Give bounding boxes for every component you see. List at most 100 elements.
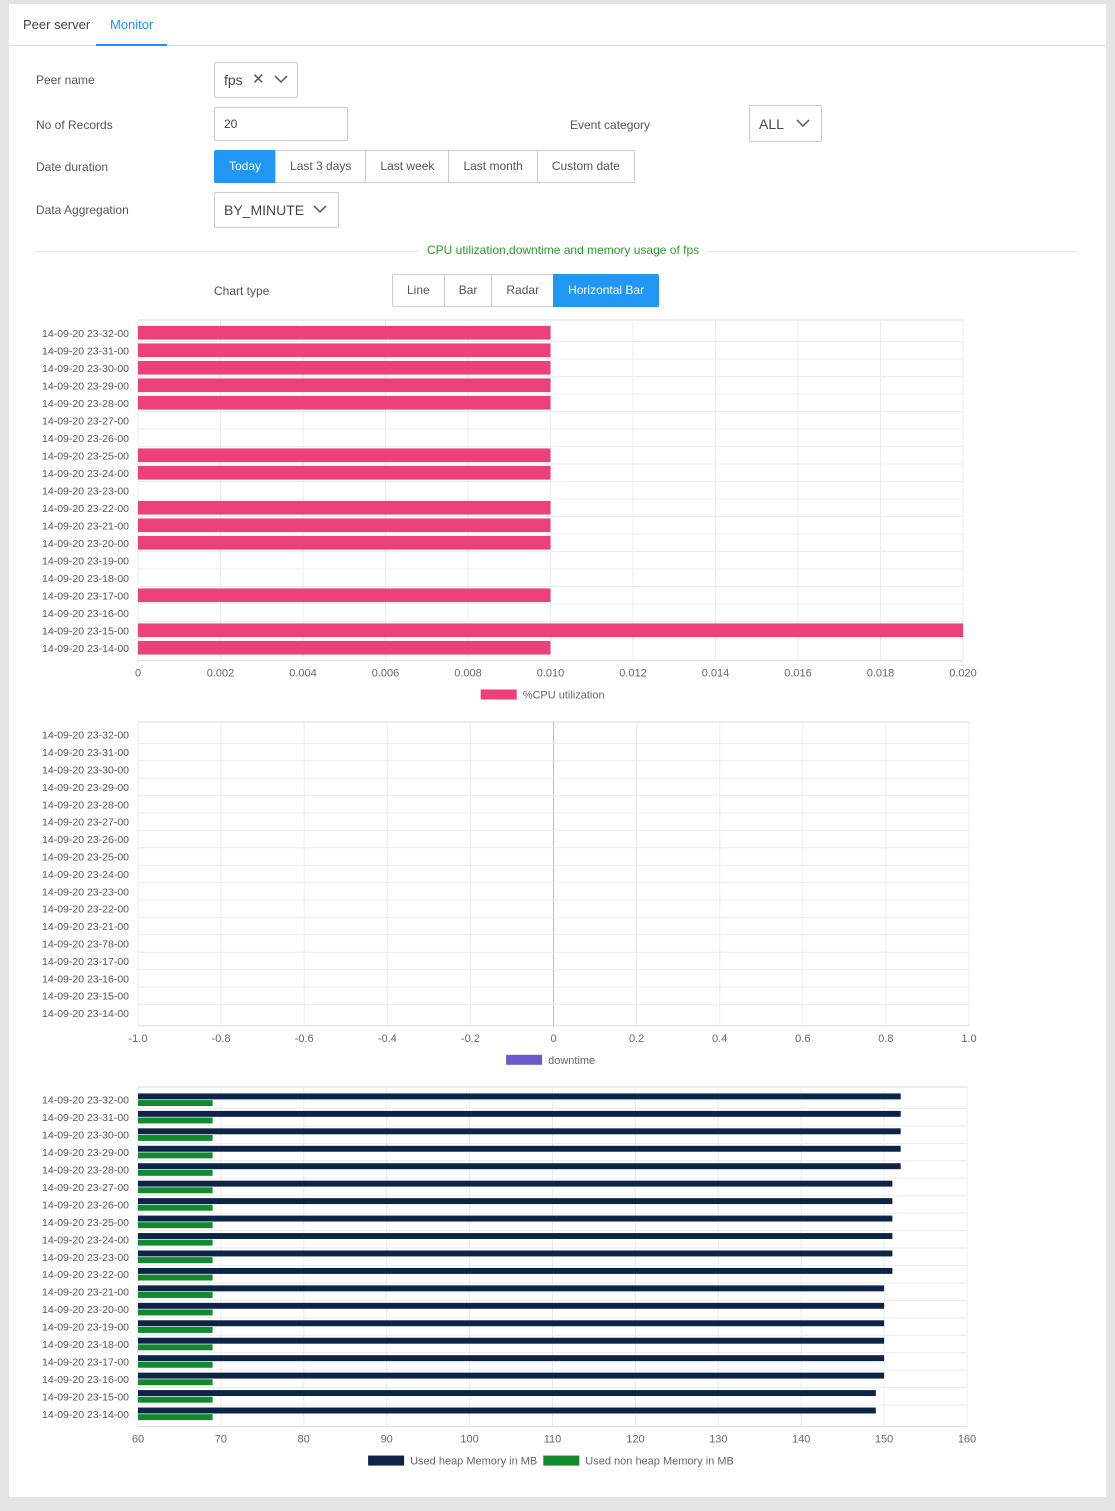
date-duration-label: Date duration <box>36 160 109 174</box>
y-tick-label: 14-09-20 23-31-00 <box>42 345 129 357</box>
x-tick-label: 0.018 <box>867 668 895 680</box>
section-title: CPU utilization,downtime and memory usag… <box>419 243 708 257</box>
chart-type-radar[interactable]: Radar <box>491 274 555 307</box>
y-tick-label: 14-09-20 23-22-00 <box>42 904 129 916</box>
y-tick-label: 14-09-20 23-28-00 <box>42 1165 129 1177</box>
y-tick-label: 14-09-20 23-78-00 <box>42 939 129 951</box>
x-tick-label: 0.014 <box>702 668 730 680</box>
chart-type-line[interactable]: Line <box>392 274 445 307</box>
bar <box>138 378 551 393</box>
y-tick-label: 14-09-20 23-26-00 <box>42 1199 129 1211</box>
y-tick-label: 14-09-20 23-19-00 <box>42 555 129 567</box>
x-tick-label: -0.6 <box>295 1033 314 1045</box>
date-option-today[interactable]: Today <box>214 150 277 183</box>
y-tick-label: 14-09-20 23-23-00 <box>42 1252 129 1264</box>
y-tick-label: 14-09-20 23-17-00 <box>42 590 129 602</box>
y-tick-label: 14-09-20 23-16-00 <box>42 973 129 985</box>
aggregation-select[interactable]: BY_MINUTE <box>214 192 339 228</box>
bar <box>138 1361 213 1368</box>
tab-peer-server[interactable]: Peer server <box>23 17 91 32</box>
records-input[interactable]: 20 <box>214 107 348 141</box>
date-option-last-month[interactable]: Last month <box>448 150 538 183</box>
y-tick-label: 14-09-20 23-17-00 <box>42 1356 129 1368</box>
chart-type-group: Line Bar Radar Horizontal Bar <box>392 274 660 307</box>
bar <box>138 1326 213 1333</box>
y-tick-label: 14-09-20 23-29-00 <box>42 380 129 392</box>
y-tick-label: 14-09-20 23-30-00 <box>42 765 129 777</box>
y-tick-label: 14-09-20 23-24-00 <box>42 869 129 881</box>
y-tick-label: 14-09-20 23-23-00 <box>42 886 129 898</box>
bar <box>138 1128 901 1135</box>
y-tick-label: 14-09-20 23-19-00 <box>42 1322 129 1334</box>
bar <box>138 1379 213 1386</box>
bar <box>138 360 551 375</box>
date-duration-group: Today Last 3 days Last week Last month C… <box>214 150 635 183</box>
legend-label: %CPU utilization <box>523 690 605 702</box>
bar <box>138 1257 213 1264</box>
y-tick-label: 14-09-20 23-31-00 <box>42 1112 129 1124</box>
bar <box>138 1285 885 1292</box>
bar <box>138 1204 213 1211</box>
y-tick-label: 14-09-20 23-32-00 <box>42 730 129 742</box>
y-tick-label: 14-09-20 23-24-00 <box>42 468 129 480</box>
peer-name-label: Peer name <box>36 73 95 87</box>
x-tick-label: 0.6 <box>795 1033 810 1045</box>
y-tick-label: 14-09-20 23-22-00 <box>42 1269 129 1281</box>
x-tick-label: 0.006 <box>372 668 400 680</box>
y-tick-label: 14-09-20 23-28-00 <box>42 799 129 811</box>
monitor-panel: Peer server Monitor Peer name fps ✕ No o… <box>9 4 1106 1497</box>
y-tick-label: 14-09-20 23-32-00 <box>42 1095 129 1107</box>
event-category-label: Event category <box>570 118 651 132</box>
y-tick-label: 14-09-20 23-25-00 <box>42 1217 129 1229</box>
bar <box>138 1355 885 1362</box>
y-tick-label: 14-09-20 23-31-00 <box>42 747 129 759</box>
chevron-down-icon[interactable] <box>274 63 288 110</box>
x-tick-label: 60 <box>132 1434 144 1446</box>
peer-name-select[interactable]: fps ✕ <box>214 62 298 98</box>
x-tick-label: 80 <box>298 1434 310 1446</box>
bar <box>138 1344 213 1351</box>
x-tick-label: 0.004 <box>289 668 317 680</box>
x-tick-label: 100 <box>460 1434 478 1446</box>
y-tick-label: 14-09-20 23-14-00 <box>42 1409 129 1421</box>
date-option-custom-date[interactable]: Custom date <box>536 150 635 183</box>
bar <box>138 448 551 463</box>
legend-label: Used heap Memory in MB <box>410 1456 537 1468</box>
event-category-select[interactable]: ALL <box>749 105 822 142</box>
bar <box>138 395 551 410</box>
y-tick-label: 14-09-20 23-29-00 <box>42 782 129 794</box>
date-option-last-week[interactable]: Last week <box>365 150 450 183</box>
bar <box>138 325 551 340</box>
chart-type-label: Chart type <box>214 284 270 298</box>
close-icon[interactable]: ✕ <box>252 71 265 88</box>
bar <box>138 1337 885 1344</box>
downtime-chart: -1.0 -0.8 -0.6 -0.4 -0.2 0 0.2 0.4 0.6 0.8 1.0 14-0… <box>42 721 977 1067</box>
tab-monitor[interactable]: Monitor <box>96 4 168 46</box>
y-tick-label: 14-09-20 23-27-00 <box>42 817 129 829</box>
y-tick-label: 14-09-20 23-26-00 <box>42 834 129 846</box>
bar <box>138 465 551 480</box>
bar <box>138 1100 213 1107</box>
x-tick-label: 90 <box>381 1434 393 1446</box>
x-tick-label: 0.010 <box>537 668 565 680</box>
peer-name-value: fps <box>224 72 243 88</box>
x-tick-label: 0.4 <box>712 1033 727 1045</box>
bar <box>138 1093 901 1100</box>
chevron-down-icon <box>796 106 810 156</box>
y-tick-label: 14-09-20 23-28-00 <box>42 398 129 410</box>
y-tick-label: 14-09-20 23-14-00 <box>42 643 129 655</box>
x-tick-label: 0.020 <box>949 668 977 680</box>
y-tick-label: 14-09-20 23-16-00 <box>42 608 129 620</box>
bar <box>138 1187 213 1194</box>
event-category-value: ALL <box>759 116 784 132</box>
chart-type-bar[interactable]: Bar <box>443 274 493 307</box>
chart-type-horizontal-bar[interactable]: Horizontal Bar <box>553 274 660 307</box>
aggregation-value: BY_MINUTE <box>224 202 305 218</box>
y-tick-label: 14-09-20 23-17-00 <box>42 956 129 968</box>
x-tick-label: 1.0 <box>961 1033 976 1045</box>
legend-swatch <box>368 1455 405 1466</box>
y-tick-label: 14-09-20 23-16-00 <box>42 1374 129 1386</box>
x-tick-label: 0 <box>550 1033 556 1045</box>
date-option-last-3-days[interactable]: Last 3 days <box>275 150 367 183</box>
x-tick-label: -1.0 <box>129 1033 148 1045</box>
